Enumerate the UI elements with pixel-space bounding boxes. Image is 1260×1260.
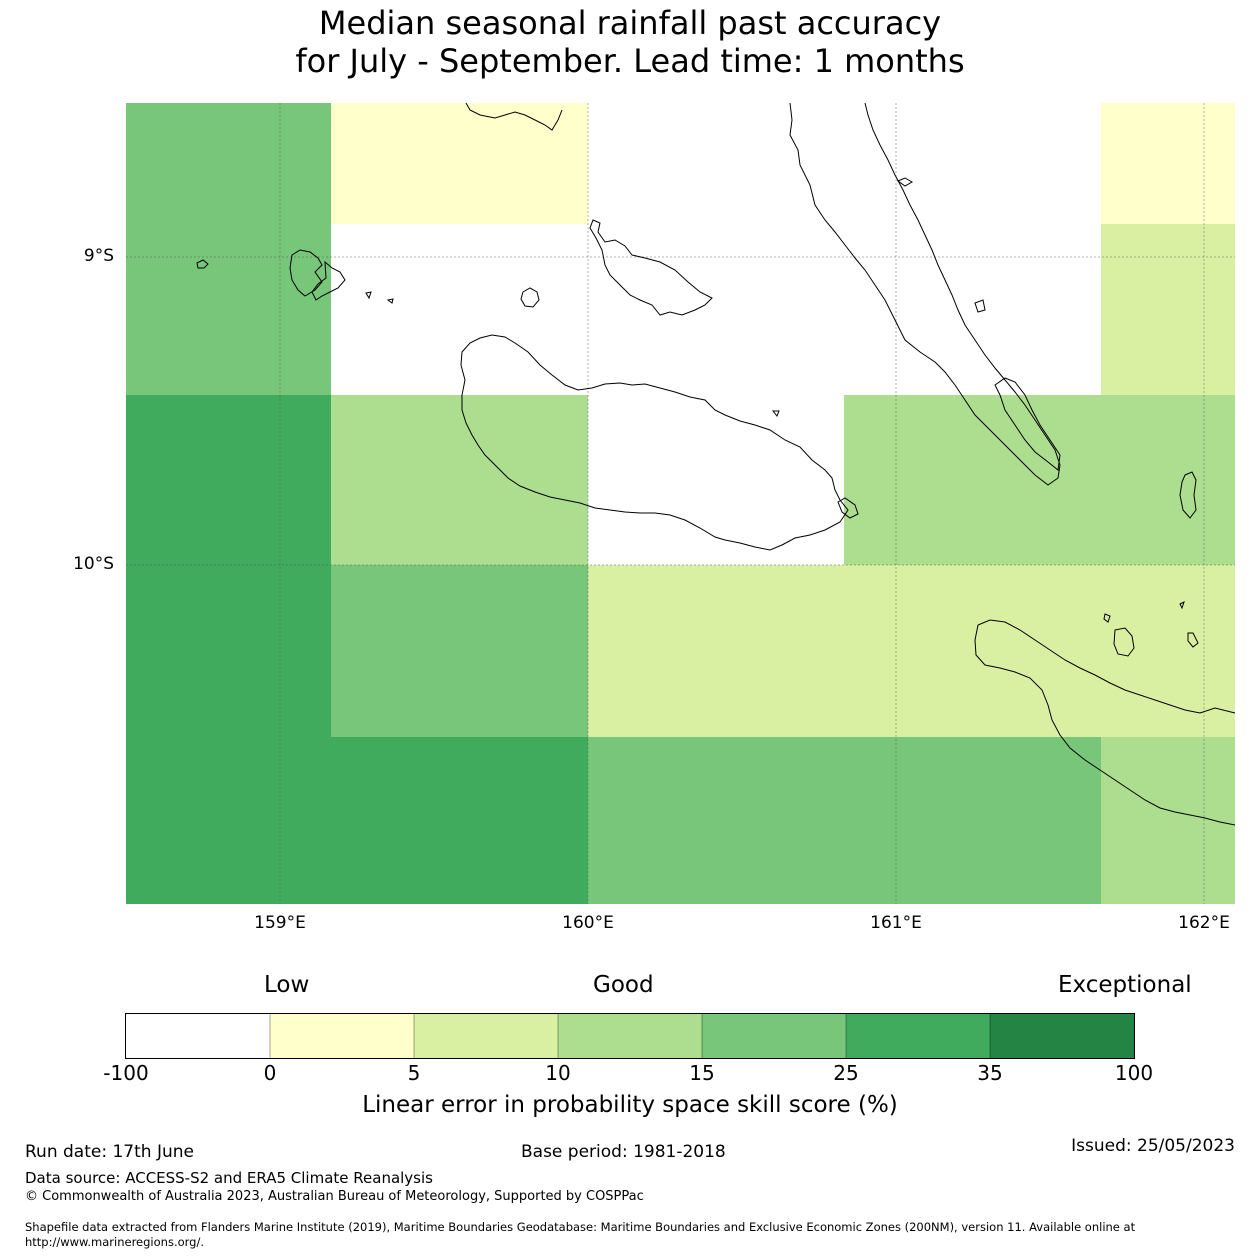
nggela-west-coastline — [465, 102, 563, 131]
ulawa-island-coastline — [1179, 471, 1197, 519]
islet-coastline — [1179, 601, 1185, 610]
colorbar-category-low: Low — [264, 972, 310, 998]
base-period: Base period: 1981-2018 — [521, 1142, 726, 1162]
colorbar-tick: 100 — [1114, 1061, 1154, 1085]
islet-coastline — [974, 299, 986, 313]
colorbar-tick: 10 — [545, 1061, 571, 1085]
grid-cell — [331, 565, 588, 737]
colorbar-tick: -100 — [103, 1061, 149, 1085]
islet-coastline — [1103, 613, 1111, 623]
lon-label-161e: 161°E — [870, 913, 922, 933]
colorbar-segment — [990, 1014, 1134, 1058]
title-line-2: for July - September. Lead time: 1 month… — [295, 42, 965, 80]
map-title: Median seasonal rainfall past accuracy f… — [0, 4, 1260, 80]
coastlines — [196, 102, 1236, 826]
issued-date: Issued: 25/05/2023 — [1071, 1136, 1235, 1156]
colorbar-segment — [558, 1014, 702, 1058]
colorbar-tick: 0 — [263, 1061, 277, 1085]
grid-cell — [331, 103, 588, 224]
malaita-coastline — [789, 102, 1061, 486]
colorbar-segment — [846, 1014, 990, 1058]
colorbar-category-exceptional: Exceptional — [1058, 972, 1192, 998]
islet-coastline — [365, 291, 372, 300]
colorbar — [125, 1013, 1135, 1059]
colorbar-segment — [414, 1014, 558, 1058]
shapefile-credit-line-2: http://www.marineregions.org/. — [25, 1235, 204, 1249]
title-line-1: Median seasonal rainfall past accuracy — [318, 4, 942, 42]
graticule — [126, 103, 1235, 904]
grid-cell — [331, 737, 588, 904]
colorbar-segment — [270, 1014, 414, 1058]
grid-cell — [331, 224, 1101, 395]
small-malaita-coastline — [994, 377, 1061, 471]
grid-cell — [126, 103, 331, 395]
grid-cell — [331, 395, 588, 565]
colorbar-category-good: Good — [593, 972, 654, 998]
grid-cell — [1101, 224, 1235, 395]
islet-coastline — [837, 497, 859, 519]
islet-coastline — [386, 298, 394, 304]
grid-cell — [126, 395, 331, 904]
colorbar-frame — [125, 1013, 1135, 1059]
colorbar-label: Linear error in probability space skill … — [362, 1092, 898, 1118]
makira-coastline — [974, 619, 1236, 826]
colorbar-tick: 15 — [689, 1061, 715, 1085]
islet-coastline — [196, 259, 209, 269]
lon-label-162e: 162°E — [1178, 913, 1230, 933]
grid-cell — [588, 737, 1101, 904]
data-source: Data source: ACCESS-S2 and ERA5 Climate … — [25, 1169, 433, 1187]
islet-coastline — [771, 410, 780, 417]
savo-island-coastline — [520, 287, 540, 308]
russell-islands-coastline — [289, 249, 346, 301]
grid-cell — [588, 103, 1101, 224]
colorbar-dividers — [269, 1014, 991, 1058]
run-date: Run date: 17th June — [25, 1142, 194, 1162]
colorbar-segment — [702, 1014, 846, 1058]
lat-label-10s: 10°S — [73, 554, 114, 574]
lon-label-159e: 159°E — [254, 913, 306, 933]
florida-islands-coastline — [589, 219, 713, 316]
grid-cell — [588, 565, 1235, 737]
grid-cell — [1101, 103, 1235, 224]
grid-cell — [844, 395, 1235, 565]
colorbar-tick: 25 — [833, 1061, 859, 1085]
lon-label-160e: 160°E — [562, 913, 614, 933]
colorbar-tick: 35 — [977, 1061, 1003, 1085]
shapefile-credit-line-1: Shapefile data extracted from Flanders M… — [25, 1220, 1136, 1234]
islet-coastline — [896, 177, 914, 187]
santa-ana-island-coastline — [1113, 627, 1135, 657]
colorbar-tick: 5 — [407, 1061, 421, 1085]
islet-coastline — [1187, 632, 1199, 648]
colorbar-segment — [126, 1014, 270, 1058]
grid-cell — [588, 395, 844, 565]
lat-label-9s: 9°S — [83, 246, 114, 266]
guadalcanal-coastline — [460, 334, 849, 551]
skill-grid — [126, 103, 1235, 904]
copyright: © Commonwealth of Australia 2023, Austra… — [25, 1189, 644, 1204]
